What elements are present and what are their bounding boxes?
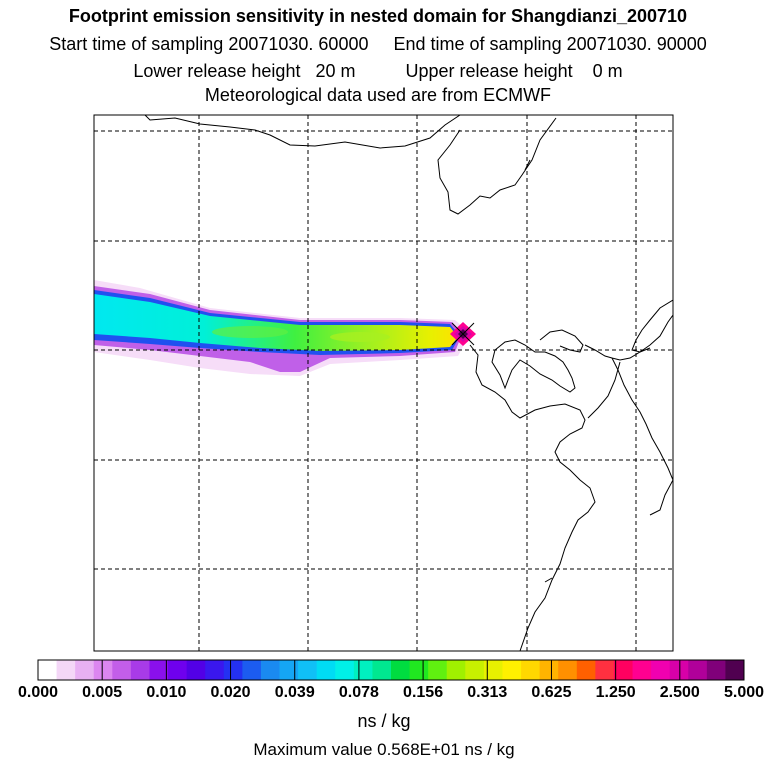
end-label: End time of sampling: [393, 34, 562, 54]
release-heights: Lower release height 20 m Upper release …: [0, 61, 762, 81]
colorbar-swatch: [130, 660, 150, 680]
colorbar-tick-label: 0.039: [274, 684, 315, 701]
sampling-times: Start time of sampling 20071030. 60000 E…: [0, 34, 762, 54]
colorbar-swatch: [409, 660, 429, 680]
colorbar-swatch: [353, 660, 373, 680]
colorbar-swatch: [335, 660, 355, 680]
end-value: 20071030. 90000: [566, 34, 707, 54]
plume-green-patch-2: [330, 332, 390, 342]
colorbar: [37, 659, 745, 681]
upper-label: Upper release height: [405, 61, 573, 81]
colorbar-swatch: [558, 660, 578, 680]
colorbar-swatch: [75, 660, 95, 680]
gridlines: [94, 115, 673, 651]
met-data-note: Meteorological data used are from ECMWF: [204, 85, 552, 105]
colorbar-tick-label: 0.020: [210, 684, 251, 701]
colorbar-swatch: [595, 660, 615, 680]
colorbar-swatch: [651, 660, 671, 680]
map-area: [94, 115, 673, 651]
colorbar-swatch: [688, 660, 708, 680]
colorbar-swatch: [706, 660, 726, 680]
colorbar-swatch: [502, 660, 522, 680]
start-value: 20071030. 60000: [228, 34, 369, 54]
colorbar-swatch: [298, 660, 318, 680]
colorbar-swatch: [205, 660, 225, 680]
colorbar-tick-label: 0.625: [531, 684, 572, 701]
colorbar-swatch: [613, 660, 634, 680]
colorbar-swatch: [93, 660, 113, 680]
colorbar-swatch: [186, 660, 206, 680]
colorbar-swatch: [168, 660, 188, 680]
colorbar-swatch: [725, 660, 745, 680]
upper-value: 0 m: [592, 61, 623, 81]
max-value-label: Maximum value 0.568E+01 ns / kg: [253, 740, 515, 759]
colorbar-swatch: [38, 660, 58, 680]
colorbar-swatch: [669, 660, 689, 680]
colorbar-swatch: [112, 660, 132, 680]
colorbar-tick-label: 0.000: [17, 684, 59, 701]
colorbar-tick-label: 1.250: [595, 684, 636, 701]
colorbar-swatch: [539, 660, 559, 680]
colorbar-tick-label: 0.010: [146, 684, 187, 701]
lower-value: 20 m: [315, 61, 356, 81]
colorbar-swatch: [242, 660, 262, 680]
colorbar-tick-label: 0.156: [403, 684, 444, 701]
colorbar-tick-label: 0.078: [338, 684, 379, 701]
colorbar-swatch: [372, 660, 392, 680]
colorbar-swatch: [223, 660, 243, 680]
map-frame: [93, 114, 674, 652]
colorbar-tick-label: 0.005: [82, 684, 123, 701]
colorbar-swatch: [316, 660, 336, 680]
colorbar-swatch: [465, 660, 485, 680]
start-label: Start time of sampling: [49, 34, 224, 54]
receptor-hotspot: [450, 322, 476, 346]
colorbar-swatch: [149, 660, 169, 680]
colorbar-swatch: [56, 660, 76, 680]
colorbar-swatch: [279, 660, 299, 680]
colorbar-swatch: [428, 660, 448, 680]
colorbar-swatch: [576, 660, 596, 680]
coastlines: [144, 115, 673, 651]
chart-title: Footprint emission sensitivity in nested…: [68, 6, 688, 26]
colorbar-swatch: [391, 660, 411, 680]
colorbar-tick-label: 2.500: [659, 684, 700, 701]
colorbar-tick-label: 5.000: [723, 684, 765, 701]
plume-green-patch: [212, 326, 288, 338]
colorbar-swatch: [260, 660, 281, 680]
colorbar-tick-label: 0.313: [467, 684, 508, 701]
lower-label: Lower release height: [133, 61, 301, 81]
colorbar-swatch: [521, 660, 541, 680]
colorbar-swatch: [632, 660, 652, 680]
colorbar-swatch: [483, 660, 503, 680]
units-label: ns / kg: [357, 711, 411, 731]
colorbar-swatch: [446, 660, 466, 680]
